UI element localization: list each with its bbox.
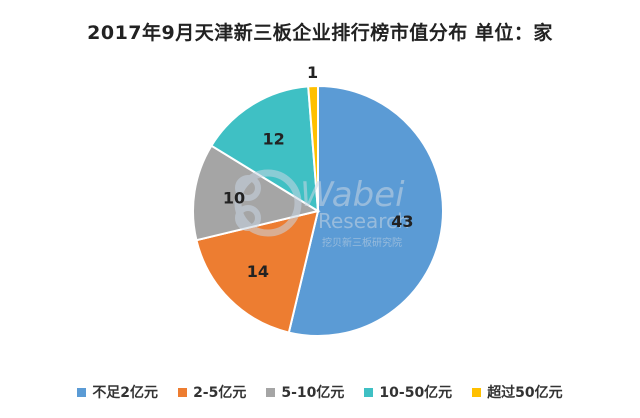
legend-label: 10-50亿元: [379, 385, 453, 401]
legend-swatch: [178, 387, 188, 397]
data-label-1: 43: [391, 212, 413, 231]
watermark-sub: Research: [318, 209, 410, 233]
pie-slice-5: [307, 84, 319, 212]
pie-chart: Wabei Research 挖贝新三板研究院 43 14 10 12 1: [192, 63, 444, 337]
chart-legend: 不足2亿元 2-5亿元 5-10亿元 10-50亿元 超过50亿元: [0, 382, 640, 402]
legend-label: 5-10亿元: [281, 385, 345, 401]
legend-item-5: 超过50亿元: [472, 382, 563, 402]
data-label-4: 12: [262, 130, 284, 149]
legend-item-2: 2-5亿元: [178, 382, 246, 402]
legend-item-4: 10-50亿元: [364, 382, 452, 402]
legend-swatch: [472, 387, 482, 397]
legend-item-1: 不足2亿元: [77, 382, 158, 402]
watermark-logo: Wabei Research 挖贝新三板研究院: [234, 169, 410, 249]
legend-swatch: [364, 387, 374, 397]
legend-label: 不足2亿元: [92, 385, 159, 401]
watermark-cn: 挖贝新三板研究院: [322, 236, 402, 249]
legend-label: 超过50亿元: [487, 385, 563, 401]
legend-label: 2-5亿元: [193, 385, 247, 401]
pie-slice-2: [195, 209, 320, 334]
legend-item-3: 5-10亿元: [266, 382, 344, 402]
data-label-2: 14: [247, 262, 269, 281]
data-label-3: 10: [223, 189, 245, 208]
chart-title: 2017年9月天津新三板企业排行榜市值分布 单位：家: [87, 22, 553, 44]
data-label-5: 1: [307, 63, 318, 82]
legend-swatch: [77, 387, 87, 397]
legend-swatch: [266, 387, 276, 397]
pie-slice-1: [287, 84, 444, 337]
watermark-brand: Wabei: [300, 175, 405, 215]
